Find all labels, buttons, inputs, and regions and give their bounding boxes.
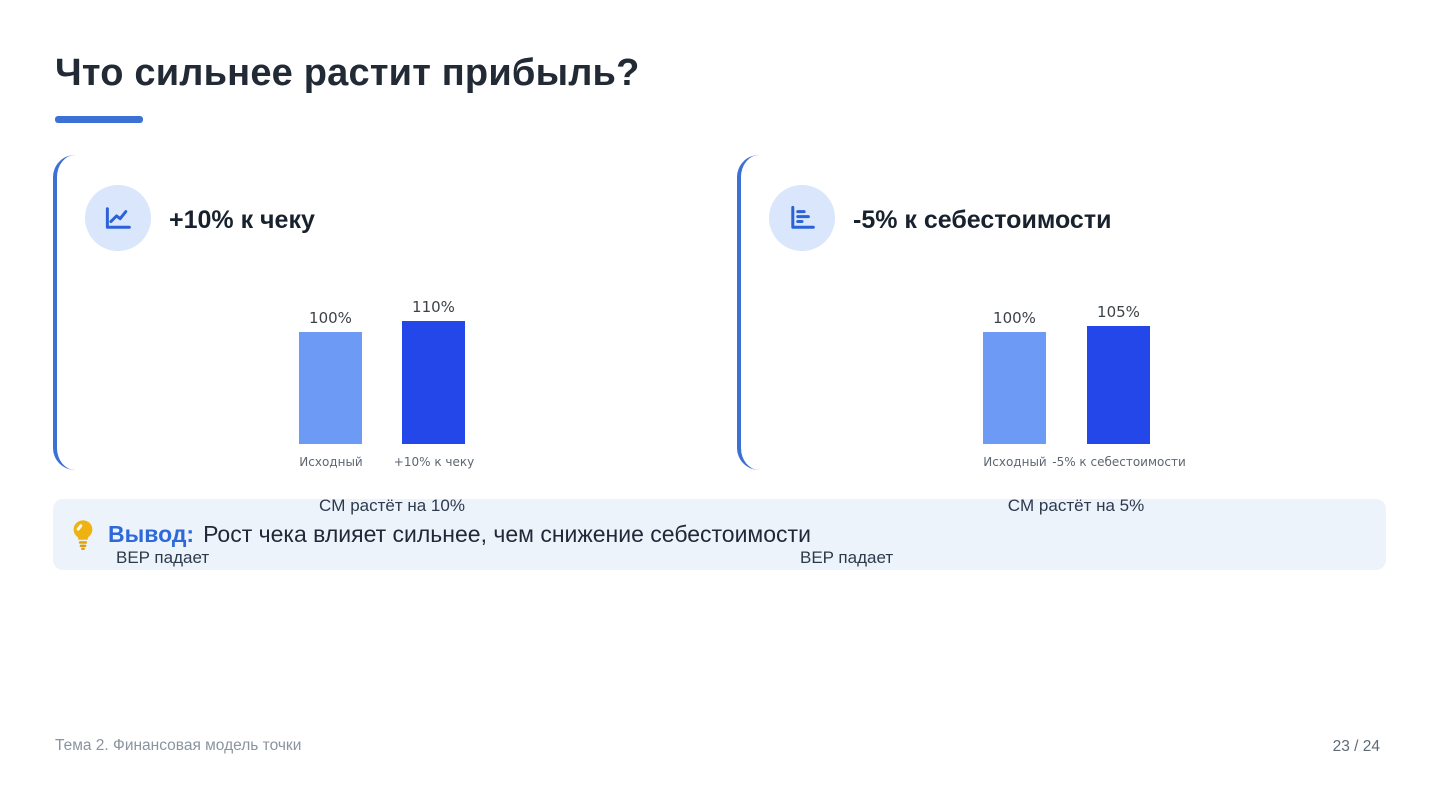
- bar-original: [983, 332, 1046, 444]
- panel-check-increase: +10% к чеку 100% 110% Исходный +10% к че…: [53, 155, 727, 567]
- bar-group: 105%: [1087, 303, 1150, 444]
- cm-note: CM растёт на 5%: [1007, 496, 1145, 515]
- panel-title: -5% к себестоимости: [853, 206, 1112, 234]
- panel-cost-decrease: -5% к себестоимости 100% 105% Исходный -…: [737, 155, 1411, 567]
- line-chart-icon: [85, 185, 151, 251]
- horizontal-bar-chart-icon: [769, 185, 835, 251]
- bar-scenario: [402, 321, 465, 444]
- bar-value-label: 105%: [1097, 303, 1140, 321]
- bar-group: 100%: [299, 309, 362, 444]
- bar-value-label: 100%: [309, 309, 352, 327]
- x-tick-label: -5% к себестоимости: [1052, 455, 1186, 469]
- bep-note: BEP падает: [800, 548, 894, 567]
- bar-value-label: 100%: [993, 309, 1036, 327]
- panel-title: +10% к чеку: [169, 206, 315, 234]
- page-title: Что сильнее растит прибыль?: [55, 52, 640, 94]
- footer-topic: Тема 2. Финансовая модель точки: [55, 737, 302, 754]
- x-tick-label: +10% к чеку: [393, 455, 475, 469]
- bep-note: BEP падает: [116, 548, 210, 567]
- bar-group: 100%: [983, 309, 1046, 444]
- bar-scenario: [1087, 326, 1150, 444]
- conclusion-label: Вывод:: [108, 521, 195, 547]
- lightbulb-icon: [73, 519, 93, 550]
- conclusion-text: Рост чека влияет сильнее, чем снижение с…: [203, 521, 811, 547]
- title-underline: [55, 116, 143, 123]
- x-tick-label: Исходный: [983, 455, 1047, 469]
- bar-group: 110%: [402, 298, 465, 444]
- footer-page-number: 23 / 24: [1332, 738, 1380, 755]
- conclusion-banner: Вывод: Рост чека влияет сильнее, чем сни…: [53, 499, 1386, 570]
- cm-note: CM растёт на 10%: [319, 496, 465, 515]
- bar-original: [299, 332, 362, 444]
- x-tick-label: Исходный: [299, 455, 363, 469]
- bar-value-label: 110%: [412, 298, 455, 316]
